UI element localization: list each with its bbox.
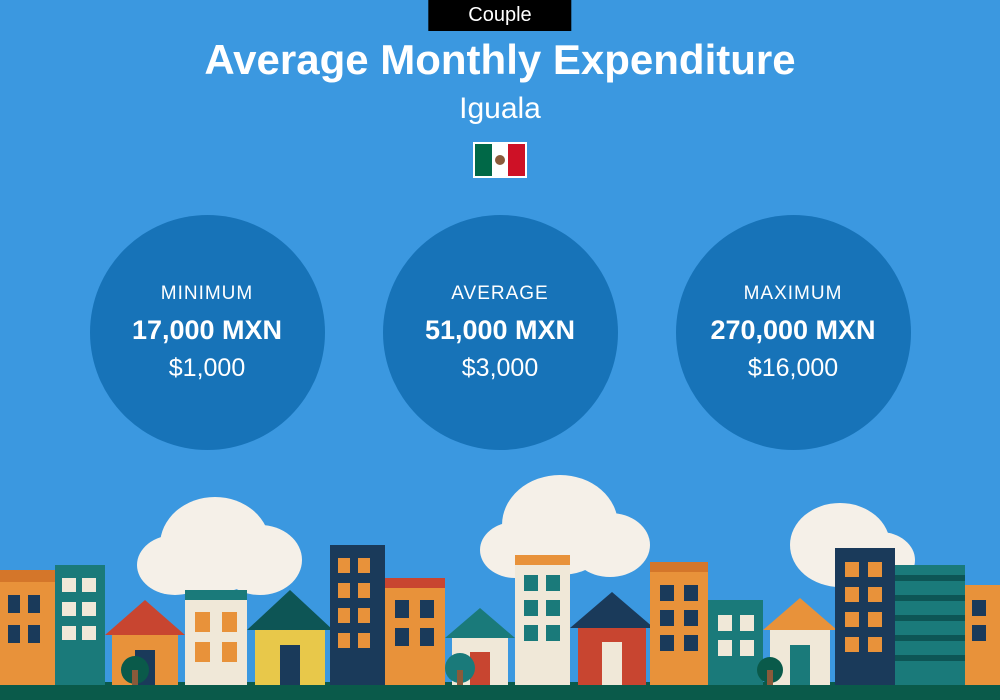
stat-secondary-value: $1,000	[169, 354, 245, 383]
stat-circles-row: MINIMUM 17,000 MXN $1,000 AVERAGE 51,000…	[0, 215, 1000, 450]
stat-label: AVERAGE	[451, 283, 548, 305]
badge-text: Couple	[468, 4, 531, 26]
location-subtitle: Iguala	[0, 92, 1000, 126]
stat-primary-value: 270,000 MXN	[710, 315, 875, 346]
flag-emblem	[495, 155, 505, 165]
stat-label: MINIMUM	[161, 283, 253, 305]
stat-circle-maximum: MAXIMUM 270,000 MXN $16,000	[676, 215, 911, 450]
cityscape-illustration	[0, 470, 1000, 700]
page-title: Average Monthly Expenditure	[0, 36, 1000, 84]
stat-circle-minimum: MINIMUM 17,000 MXN $1,000	[90, 215, 325, 450]
stat-primary-value: 17,000 MXN	[132, 315, 282, 346]
category-badge: Couple	[428, 0, 571, 31]
flag-stripe-red	[508, 144, 525, 176]
stat-secondary-value: $16,000	[748, 354, 838, 383]
stat-circle-average: AVERAGE 51,000 MXN $3,000	[383, 215, 618, 450]
stat-label: MAXIMUM	[744, 283, 843, 305]
country-flag	[473, 142, 527, 178]
flag-stripe-green	[475, 144, 492, 176]
stat-primary-value: 51,000 MXN	[425, 315, 575, 346]
stat-secondary-value: $3,000	[462, 354, 538, 383]
